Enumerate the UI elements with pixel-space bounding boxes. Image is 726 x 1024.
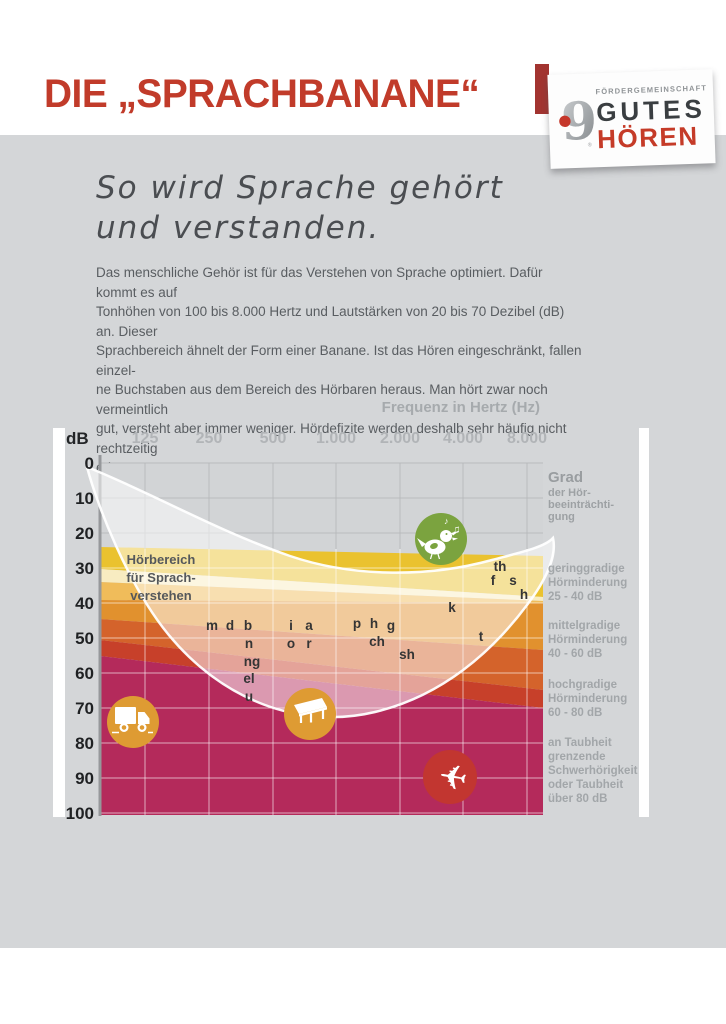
speech-letter: r: [306, 636, 312, 651]
legend-line: 25 - 40 dB: [548, 591, 602, 603]
paragraph-line: ne Buchstaben aus dem Bereich des Hörbar…: [96, 382, 548, 417]
speech-letter: k: [448, 600, 456, 615]
db-tick: 70: [75, 699, 94, 718]
headline-line-2: und verstanden.: [96, 210, 381, 246]
db-tick-labels: 0 10 20 30 40 50 60 70 80 90 100: [66, 454, 94, 823]
speech-letter: m: [206, 618, 218, 633]
logo-text: FÖRDERGEMEINSCHAFT GUTES HÖREN: [595, 83, 709, 155]
freq-tick: 2.000: [380, 430, 420, 447]
music-note-icon: ♫: [452, 524, 460, 536]
db-tick: 80: [75, 734, 94, 753]
legend-line: Schwerhörigkeit: [548, 765, 638, 777]
logo-card: 9 ® FÖRDERGEMEINSCHAFT GUTES HÖREN: [547, 69, 716, 169]
db-tick: 20: [75, 524, 94, 543]
speech-letter: u: [245, 689, 253, 704]
legend-line: oder Taubheit: [548, 779, 623, 791]
speech-letter: s: [509, 573, 517, 588]
hearing-logo-icon: 9 ®: [559, 90, 596, 153]
legend-line: mittelgradige: [548, 620, 620, 632]
speech-letter: p: [353, 616, 361, 631]
speech-letter: ng: [244, 654, 261, 669]
legend-line: geringgradige: [548, 563, 625, 575]
db-tick: 40: [75, 594, 94, 613]
db-tick: 90: [75, 769, 94, 788]
speech-letter: f: [491, 573, 496, 588]
legend-subtitle-line: der Hör-: [548, 487, 591, 499]
legend-items: geringgradige Hörminderung 25 - 40 dB mi…: [548, 563, 638, 805]
legend-line: Hörminderung: [548, 693, 627, 705]
freq-tick: 8.000: [507, 430, 547, 447]
legend-line: grenzende: [548, 751, 606, 763]
freq-tick: 125: [132, 430, 159, 447]
region-label-line: Hörbereich: [127, 552, 196, 567]
legend-title: Grad: [548, 469, 583, 486]
legend-subtitle-line: gung: [548, 511, 575, 523]
region-label: Hörbereich für Sprach- verstehen: [126, 552, 195, 603]
speech-letter: h: [520, 587, 528, 602]
paragraph-line: Tonhöhen von 100 bis 8.000 Hertz und Lau…: [96, 304, 565, 339]
y-axis-unit-label: dB: [66, 429, 89, 448]
speech-letter: el: [243, 671, 254, 686]
headline-line-1: So wird Sprache gehört: [96, 170, 504, 206]
logo-red-tab: [535, 64, 549, 114]
speech-letter: i: [289, 618, 293, 633]
audiogram-chart: Frequenz in Hertz (Hz) dB 125 250 500 1.…: [53, 399, 649, 823]
singing-bird-icon: ♪ ♫: [415, 513, 467, 565]
airplane-icon: ✈: [423, 750, 477, 804]
paragraph-line: Das menschliche Gehör ist für das Verste…: [96, 265, 543, 300]
db-tick: 50: [75, 629, 94, 648]
speech-letter: a: [305, 618, 313, 633]
region-label-line: verstehen: [130, 588, 191, 603]
paragraph-line: Sprachbereich ähnelt der Form einer Bana…: [96, 343, 582, 378]
legend-subtitle: der Hör- beeinträchti- gung: [548, 487, 614, 523]
page-title: DIE „SPRACHBANANE“: [44, 72, 480, 116]
legend-line: Hörminderung: [548, 634, 627, 646]
right-white-bar: [639, 428, 649, 817]
region-label-line: für Sprach-: [126, 570, 195, 585]
speech-letter: n: [245, 636, 253, 651]
freq-tick: 4.000: [443, 430, 483, 447]
db-tick: 30: [75, 559, 94, 578]
severity-legend: Grad der Hör- beeinträchti- gung geringg…: [548, 469, 638, 805]
left-white-bar: [53, 428, 65, 817]
legend-line: 40 - 60 dB: [548, 648, 602, 660]
piano-icon: [284, 688, 336, 740]
speech-letter: ch: [369, 634, 385, 649]
db-tick: 10: [75, 489, 94, 508]
speech-letter: t: [479, 629, 484, 644]
freq-tick: 1.000: [316, 430, 356, 447]
truck-icon: [107, 696, 159, 748]
speech-letter: o: [287, 636, 295, 651]
speech-letter: b: [244, 618, 252, 633]
legend-line: über 80 dB: [548, 793, 607, 805]
speech-banana-shape: [85, 464, 556, 719]
db-tick: 0: [85, 454, 94, 473]
music-note-icon: ♪: [444, 516, 449, 526]
speech-letter: sh: [399, 647, 415, 662]
speech-letter: g: [387, 618, 395, 633]
legend-subtitle-line: beeinträchti-: [548, 499, 614, 511]
handwritten-headline: So wird Sprache gehört und verstanden.: [96, 168, 504, 248]
freq-tick: 500: [260, 430, 287, 447]
airplane-glyph: ✈: [436, 757, 471, 799]
db-tick: 100: [66, 804, 94, 823]
speech-letter: th: [494, 559, 507, 574]
frequency-tick-labels: 125 250 500 1.000 2.000 4.000 8.000: [132, 430, 547, 447]
svg-text:®: ®: [588, 141, 592, 148]
legend-line: hochgradige: [548, 679, 617, 691]
paragraph-line: gut, versteht aber immer weniger. Hördef…: [96, 421, 567, 456]
legend-line: an Taubheit: [548, 737, 612, 749]
speech-letter: d: [226, 618, 234, 633]
db-tick: 60: [75, 664, 94, 683]
freq-tick: 250: [196, 430, 223, 447]
speech-letter: h: [370, 616, 378, 631]
legend-line: 60 - 80 dB: [548, 707, 602, 719]
x-axis-title: Frequenz in Hertz (Hz): [382, 399, 540, 416]
speech-letters: m d b n ng el u i a o r p h g ch sh k t …: [206, 559, 528, 704]
logo-word-hoeren: HÖREN: [596, 120, 700, 155]
legend-line: Hörminderung: [548, 577, 627, 589]
